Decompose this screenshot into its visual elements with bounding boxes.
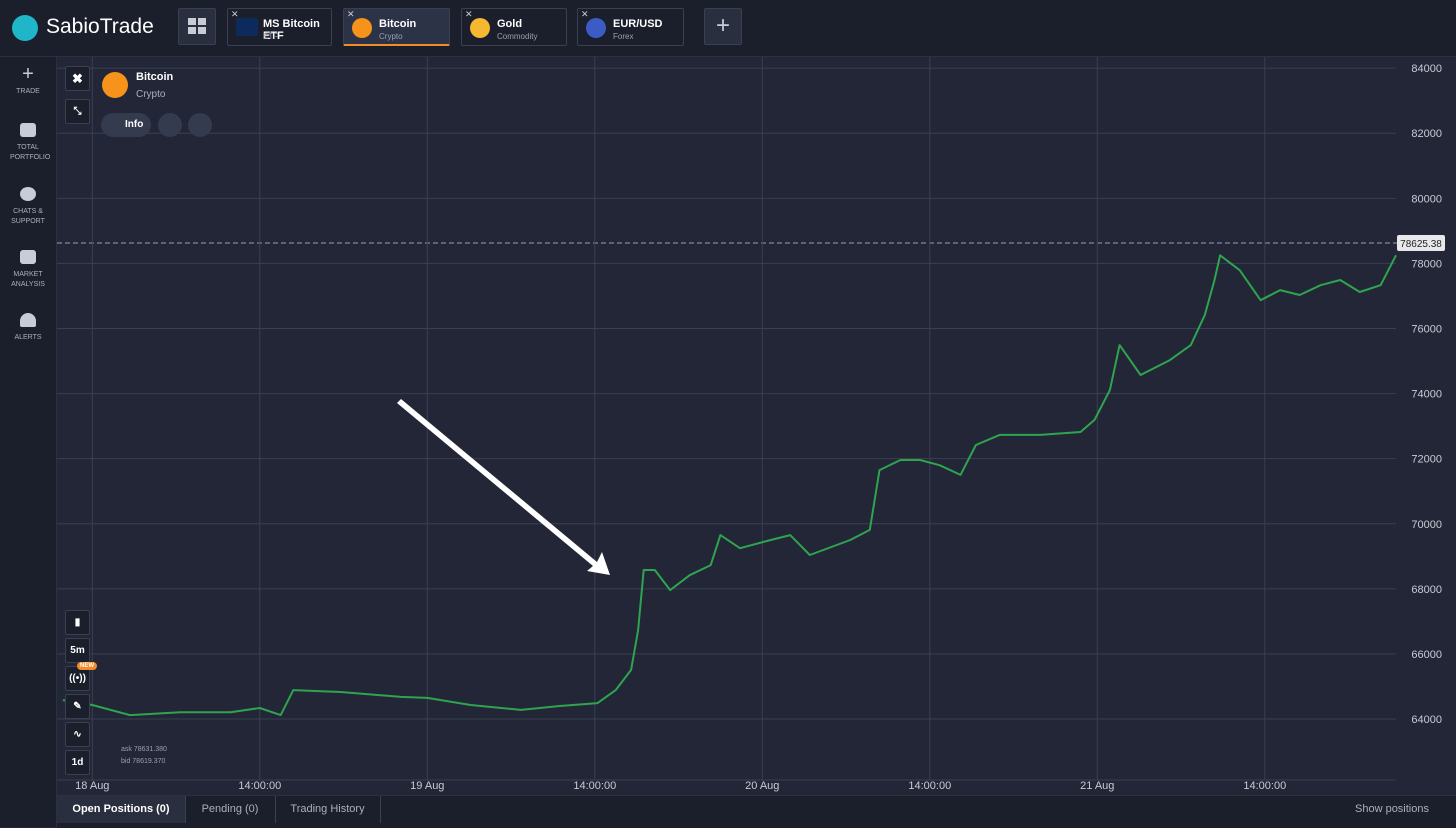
- tab-name: MS Bitcoin ETF: [263, 18, 320, 42]
- new-badge: NEW: [77, 662, 97, 670]
- tab-category: ETF: [263, 32, 279, 41]
- annotation-arrow: [397, 399, 610, 575]
- y-tick-label: 66000: [1411, 649, 1442, 661]
- sidebar-label: MARKET ANALYSIS: [11, 271, 45, 288]
- layout-button[interactable]: [178, 8, 216, 45]
- y-tick-label: 74000: [1411, 389, 1442, 401]
- grid-icon: [188, 18, 206, 34]
- y-tick-label: 72000: [1411, 454, 1442, 466]
- interval-button[interactable]: 5m: [65, 638, 90, 663]
- bottom-bar: Open Positions (0) Pending (0) Trading H…: [57, 795, 1456, 828]
- chart-type-button[interactable]: ▮: [65, 610, 90, 635]
- draw-button[interactable]: ✎: [65, 694, 90, 719]
- signals-button[interactable]: ((•)): [65, 666, 90, 691]
- range-button[interactable]: 1d: [65, 750, 90, 775]
- y-tick-label: 64000: [1411, 714, 1442, 726]
- sidebar-item[interactable]: ALERTS: [0, 313, 56, 343]
- x-tick-label: 14:00:00: [238, 780, 281, 792]
- y-tick-label: 82000: [1411, 128, 1442, 140]
- tab-category: Crypto: [379, 32, 403, 41]
- bottom-tab[interactable]: Open Positions (0): [57, 796, 186, 823]
- sidebar-label: CHATS & SUPPORT: [11, 208, 45, 225]
- price-line: [62, 254, 1397, 717]
- ask-quote: ask 78631.380: [121, 746, 167, 753]
- y-tick-label: 76000: [1411, 323, 1442, 335]
- sidebar-item[interactable]: + TRADE: [16, 63, 40, 95]
- asset-icon: [102, 72, 128, 98]
- logo-icon: [12, 15, 38, 41]
- bottom-tab[interactable]: Trading History: [275, 796, 381, 823]
- sidebar-item[interactable]: CHATS & SUPPORT: [0, 187, 56, 227]
- info-button[interactable]: Info: [101, 113, 151, 137]
- logo: SabioTrade: [46, 15, 154, 38]
- chart: 64000 66000 68000 70000 72000 74000 76000 78000…: [57, 57, 1445, 792]
- y-tick-label: 80000: [1411, 193, 1442, 205]
- asset-tab[interactable]: ✕ Gold Commodity: [461, 8, 567, 46]
- collapse-button[interactable]: ⤡: [65, 99, 90, 124]
- tab-category: Commodity: [497, 32, 538, 41]
- alert-button[interactable]: [158, 113, 182, 137]
- x-tick-label: 18 Aug: [75, 780, 109, 792]
- sidebar-label: ALERTS: [14, 334, 42, 341]
- close-button[interactable]: ✖: [65, 66, 90, 91]
- y-tick-label: 70000: [1411, 519, 1442, 531]
- y-tick-label: 84000: [1411, 63, 1442, 75]
- x-tick-label: 19 Aug: [410, 780, 444, 792]
- tab-name: Gold: [497, 18, 523, 30]
- tab-name: Bitcoin: [379, 18, 417, 30]
- sidebar-item[interactable]: MARKET ANALYSIS: [0, 250, 56, 290]
- show-positions[interactable]: Show positions: [1355, 803, 1429, 815]
- header: SabioTrade ✕ MS Bitcoin ETF ETF ✕ Bitcoin Cr…: [0, 0, 1456, 57]
- price-label-box: [1397, 235, 1445, 252]
- current-price-label: 78625.38: [1400, 239, 1442, 250]
- asset-category: Crypto: [136, 89, 166, 100]
- x-tick-label: 20 Aug: [745, 780, 779, 792]
- x-tick-label: 14:00:00: [1243, 780, 1286, 792]
- sidebar: + TRADE TOTAL PORTFOLIO CHATS & SUPPORT M…: [0, 57, 57, 827]
- sidebar-item[interactable]: TOTAL PORTFOLIO: [0, 123, 56, 163]
- y-tick-label: 68000: [1411, 584, 1442, 596]
- asset-tab[interactable]: ✕ MS Bitcoin ETF ETF: [227, 8, 332, 46]
- asset-tab[interactable]: ✕ EUR/USD Forex: [577, 8, 684, 46]
- sidebar-label: TRADE: [16, 88, 40, 95]
- sidebar-label: TOTAL PORTFOLIO: [10, 144, 51, 161]
- tab-name: EUR/USD: [613, 18, 663, 30]
- bid-quote: bid 78619.370: [121, 758, 166, 765]
- add-tab-button[interactable]: +: [704, 8, 742, 45]
- favorite-button[interactable]: [188, 113, 212, 137]
- asset-tab[interactable]: ✕ Bitcoin Crypto: [343, 8, 450, 46]
- bottom-tab[interactable]: Pending (0): [185, 796, 276, 823]
- indicator-button[interactable]: ∿: [65, 722, 90, 747]
- x-tick-label: 14:00:00: [908, 780, 951, 792]
- y-tick-label: 78000: [1411, 258, 1442, 270]
- x-tick-label: 21 Aug: [1080, 780, 1114, 792]
- tab-category: Forex: [613, 32, 634, 41]
- x-tick-label: 14:00:00: [573, 780, 616, 792]
- asset-name: Bitcoin: [136, 71, 174, 83]
